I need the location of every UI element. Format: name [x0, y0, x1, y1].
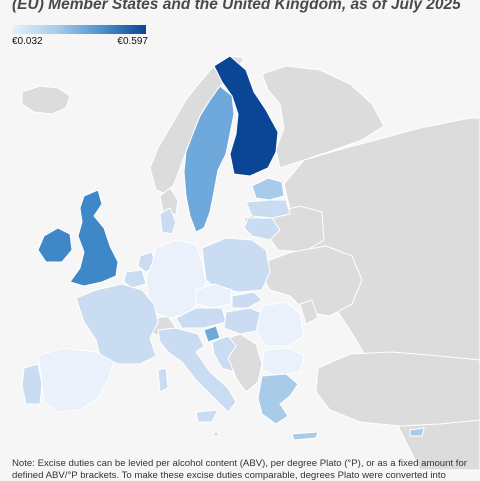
country-czechia[interactable] — [195, 283, 233, 309]
country-belgium[interactable] — [123, 269, 147, 289]
region-russia-north — [261, 65, 385, 169]
country-slovakia[interactable] — [231, 291, 263, 309]
legend-gradient-bar — [12, 25, 146, 34]
country-cyprus[interactable] — [409, 427, 425, 437]
country-latvia[interactable] — [245, 199, 291, 219]
country-estonia[interactable] — [251, 177, 285, 201]
country-italy[interactable] — [157, 327, 237, 413]
country-greece[interactable] — [257, 373, 299, 425]
non-member-regions — [21, 55, 480, 471]
region-turkey — [315, 351, 480, 427]
country-uk[interactable] — [69, 189, 119, 287]
legend-min-label: €0.032 — [12, 36, 43, 47]
country-croatia[interactable] — [211, 335, 237, 373]
country-malta[interactable] — [213, 431, 219, 437]
country-spain[interactable] — [37, 347, 115, 413]
country-romania[interactable] — [255, 301, 305, 347]
footnote: Note: Excise duties can be levied per al… — [12, 458, 467, 481]
country-sicily[interactable] — [195, 409, 219, 423]
region-ukraine — [261, 245, 363, 317]
chart-title: (EU) Member States and the United Kingdo… — [12, 0, 461, 13]
country-lithuania[interactable] — [243, 217, 281, 241]
country-ireland[interactable] — [37, 227, 73, 263]
country-sweden[interactable] — [183, 85, 235, 233]
country-portugal[interactable] — [21, 363, 43, 405]
country-denmark[interactable] — [159, 207, 177, 235]
region-iceland — [21, 85, 71, 115]
country-sardinia[interactable] — [157, 367, 169, 393]
color-legend: €0.032 €0.597 — [12, 25, 148, 47]
country-france[interactable] — [75, 283, 159, 365]
country-slovenia[interactable] — [203, 325, 221, 343]
legend-labels: €0.032 €0.597 — [12, 36, 148, 47]
country-crete[interactable] — [291, 431, 319, 441]
country-finland[interactable] — [213, 55, 279, 177]
country-bulgaria[interactable] — [261, 347, 305, 377]
country-poland[interactable] — [201, 237, 271, 293]
region-moldova — [299, 299, 319, 325]
legend-max-label: €0.597 — [117, 36, 148, 47]
